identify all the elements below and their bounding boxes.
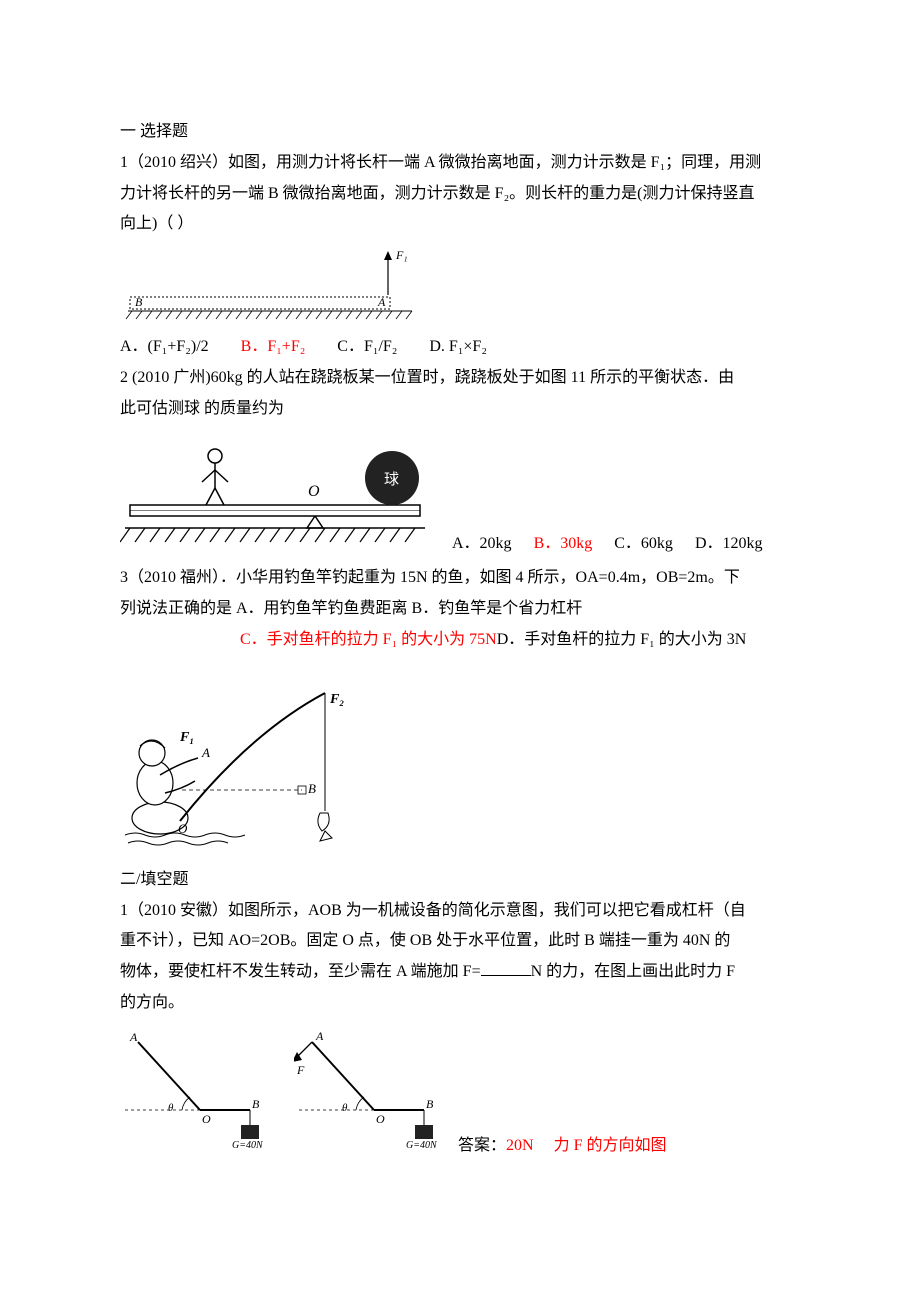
q2-optC: C．60kg [614, 535, 673, 552]
fq1-line2: 重不计），已知 AO=2OB。固定 O 点，使 OB 处于水平位置，此时 B 端… [120, 927, 800, 956]
fq1-line1: 1（2010 安徽）如图所示，AOB 为一机械设备的简化示意图，我们可以把它看成… [120, 897, 800, 926]
q1-line2: 力计将长杆的另一端 B 微微抬离地面，测力计示数是 F₂。则长杆的重力是(测力计… [120, 180, 800, 209]
svg-text:F: F [296, 1063, 305, 1077]
svg-text:θ: θ [168, 1102, 174, 1114]
q3-optC: C．手对鱼杆的拉力 F₁ 的大小为 75N [240, 631, 497, 648]
q3-fig-F2: F₂ [329, 692, 344, 707]
svg-text:B: B [426, 1097, 434, 1111]
section1-heading: 一 选择题 [120, 118, 800, 147]
fq1-figure-right: F A O B θ G=40N [294, 1030, 454, 1161]
q3-line3: C．手对鱼杆的拉力 F₁ 的大小为 75ND．手对鱼杆的拉力 F₁ 的大小为 3… [120, 626, 800, 655]
q3-line1: 3（2010 福州）．小华用钓鱼竿钓起重为 15N 的鱼，如图 4 所示，OA=… [120, 564, 800, 593]
q1-optD: D. F₁×F₂ [429, 338, 487, 355]
svg-text:G=40N: G=40N [406, 1140, 438, 1150]
fq1-answer: 答案：20N 力 F 的方向如图 [458, 1137, 666, 1154]
q2-options: A．20kg B．30kg C．60kg D．120kg [434, 535, 763, 552]
q2-optD: D．120kg [695, 535, 763, 552]
q2-optA: A．20kg [452, 535, 512, 552]
svg-text:A: A [129, 1030, 138, 1044]
fq1-figure-left: A O B θ G=40N [120, 1030, 280, 1161]
q3-line2: 列说法正确的是 A．用钓鱼竿钓鱼费距离 B．钓鱼竿是个省力杠杆 [120, 595, 800, 624]
q1-optB: B．F₁+F₂ [241, 338, 306, 355]
q1-optC: C．F₁/F₂ [337, 338, 397, 355]
q2-figure: O 球 [120, 438, 430, 559]
svg-text:B: B [252, 1097, 260, 1111]
fq1-blank [481, 960, 531, 976]
svg-text:O: O [202, 1112, 211, 1126]
page-content: 一 选择题 1（2010 绍兴）如图，用测力计将长杆一端 A 微微抬离地面，测力… [0, 0, 920, 1241]
q3-fig-B: B [308, 781, 316, 796]
q1-optA: A．(F₁+F₂)/2 [120, 338, 209, 355]
q3-figure: O A B F₁ F₂ [120, 663, 800, 858]
q2-figure-row: O 球 A．20kg B．30kg C．60kg D．120kg [120, 438, 800, 559]
svg-text:O: O [376, 1112, 385, 1126]
q2-line1: 2 (2010 广州)60kg 的人站在跷跷板某一位置时，跷跷板处于如图 11 … [120, 364, 800, 393]
q3-optD: D．手对鱼杆的拉力 F₁ 的大小为 3N [497, 631, 747, 648]
q3-fig-O: O [178, 821, 188, 836]
fq1-line4: 的方向。 [120, 989, 800, 1018]
fq1-figure-row: A O B θ G=40N F A O B θ [120, 1030, 800, 1161]
svg-text:A: A [315, 1030, 324, 1043]
q1-figure: F₁ B A [120, 247, 800, 325]
q2-line2: 此可估测球 的质量约为 [120, 395, 800, 424]
svg-text:G=40N: G=40N [232, 1140, 264, 1150]
q1-fig-B: B [135, 295, 143, 309]
q2-optB: B．30kg [534, 535, 593, 552]
q3-fig-A: A [201, 745, 210, 760]
q1-fig-F: F₁ [395, 248, 408, 262]
svg-text:θ: θ [342, 1102, 348, 1114]
q1-options: A．(F₁+F₂)/2 B．F₁+F₂ C．F₁/F₂ D. F₁×F₂ [120, 333, 800, 362]
q3-fig-F1: F₁ [179, 730, 194, 745]
q1-line3: 向上)（ ） [120, 210, 800, 239]
q2-fig-ball: 球 [384, 471, 399, 488]
q1-line1: 1（2010 绍兴）如图，用测力计将长杆一端 A 微微抬离地面，测力计示数是 F… [120, 149, 800, 178]
q2-fig-O: O [308, 483, 320, 500]
q1-fig-A: A [377, 295, 386, 309]
section2-heading: 二/填空题 [120, 866, 800, 895]
fq1-line3: 物体，要使杠杆不发生转动，至少需在 A 端施加 F=N 的力，在图上画出此时力 … [120, 958, 800, 987]
